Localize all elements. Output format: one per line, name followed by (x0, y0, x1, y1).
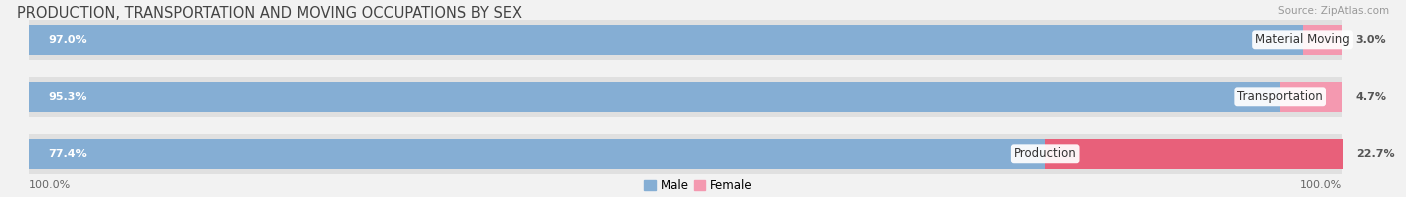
Bar (30, 139, 1045, 169)
Legend: Male, Female: Male, Female (640, 175, 758, 197)
Bar (1281, 82, 1341, 112)
Text: 3.0%: 3.0% (1355, 35, 1386, 45)
Text: 97.0%: 97.0% (49, 35, 87, 45)
Text: 22.7%: 22.7% (1357, 149, 1395, 159)
Text: Transportation: Transportation (1237, 90, 1323, 103)
Text: PRODUCTION, TRANSPORTATION AND MOVING OCCUPATIONS BY SEX: PRODUCTION, TRANSPORTATION AND MOVING OC… (17, 6, 522, 21)
Text: 4.7%: 4.7% (1355, 92, 1386, 102)
Text: Source: ZipAtlas.com: Source: ZipAtlas.com (1278, 6, 1389, 16)
Bar (30, 134, 1341, 174)
Text: 77.4%: 77.4% (49, 149, 87, 159)
Bar (30, 77, 1341, 117)
Bar (30, 25, 1302, 55)
Text: 100.0%: 100.0% (1299, 180, 1341, 190)
Text: Production: Production (1014, 147, 1077, 160)
Text: 100.0%: 100.0% (30, 180, 72, 190)
Bar (1302, 25, 1341, 55)
Text: 95.3%: 95.3% (49, 92, 87, 102)
Bar (1045, 139, 1343, 169)
Text: Material Moving: Material Moving (1256, 33, 1350, 46)
Bar (30, 82, 1281, 112)
Bar (30, 20, 1341, 60)
